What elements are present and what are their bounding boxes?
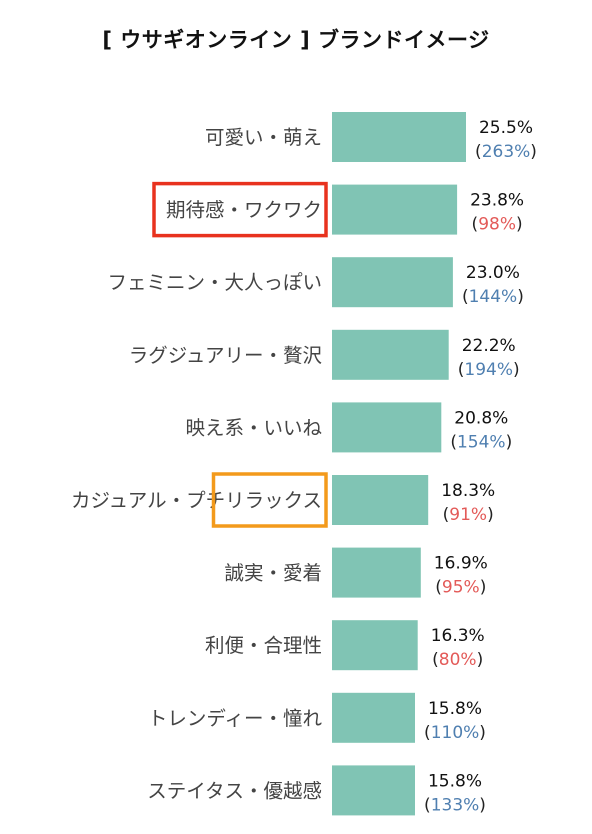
bar [332, 547, 421, 598]
category-label: 利便・合理性 [205, 634, 322, 657]
category-label: トレンディー・憧れ [148, 707, 322, 730]
index-label: (110%) [424, 723, 486, 743]
bar [332, 475, 429, 525]
category-label: カジュアル・プチリラックス [71, 489, 322, 512]
category-label: ラグジュアリー・贅沢 [129, 344, 322, 367]
value-label: 23.0% [466, 263, 520, 283]
bar [332, 112, 466, 162]
bar [332, 620, 418, 671]
index-label: (80%) [432, 650, 483, 670]
category-label: 映え系・いいね [185, 416, 322, 439]
value-label: 23.8% [470, 191, 524, 211]
highlight-box [152, 181, 328, 238]
bar [332, 765, 415, 816]
value-label: 25.5% [479, 118, 533, 138]
value-label: 15.8% [428, 771, 482, 791]
bar [332, 257, 453, 308]
value-label: 20.8% [454, 408, 508, 428]
category-label: フェミニン・大人っぽい [107, 271, 322, 294]
bar [332, 402, 442, 453]
index-label: (133%) [424, 795, 486, 815]
category-label: 期待感・ワクワク [166, 199, 322, 222]
value-label: 16.9% [434, 554, 488, 574]
category-label: 可愛い・萌え [205, 126, 322, 149]
bar [332, 184, 458, 235]
bar [332, 692, 415, 743]
value-label: 15.8% [428, 699, 482, 719]
value-label: 16.3% [431, 626, 485, 646]
index-label: (95%) [435, 578, 486, 598]
index-label: (263%) [475, 142, 537, 162]
category-label: ステイタス・優越感 [147, 779, 322, 802]
bar [332, 329, 449, 380]
index-label: (91%) [443, 505, 494, 525]
highlight-box [211, 472, 328, 528]
index-label: (144%) [462, 287, 524, 307]
index-label: (194%) [458, 360, 520, 380]
category-label: 誠実・愛着 [224, 562, 322, 585]
value-label: 22.2% [462, 336, 516, 356]
index-label: (154%) [450, 432, 512, 452]
value-label: 18.3% [441, 481, 495, 501]
chart-title: [ ウサギオンライン ] ブランドイメージ [102, 28, 490, 52]
index-label: (98%) [472, 215, 523, 235]
